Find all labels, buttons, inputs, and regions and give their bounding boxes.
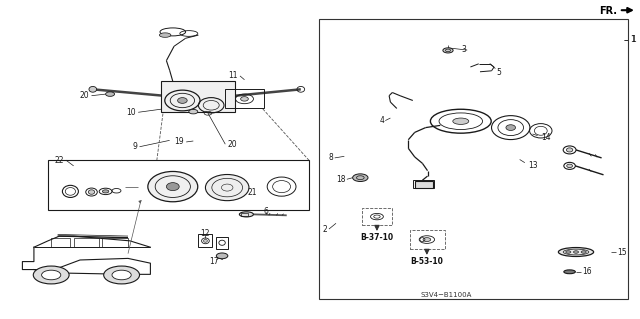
Bar — [362, 208, 392, 225]
Ellipse shape — [558, 248, 594, 256]
Text: 2: 2 — [323, 225, 328, 234]
Text: 15: 15 — [618, 248, 627, 256]
Circle shape — [566, 251, 571, 253]
Circle shape — [102, 190, 109, 193]
Text: 22: 22 — [54, 156, 64, 165]
Circle shape — [423, 238, 431, 241]
Ellipse shape — [241, 97, 248, 101]
Circle shape — [33, 266, 69, 284]
Text: 10: 10 — [127, 108, 136, 117]
Circle shape — [106, 92, 115, 96]
Text: 21: 21 — [247, 188, 257, 197]
Text: 4: 4 — [379, 116, 384, 125]
Text: 17: 17 — [209, 257, 220, 266]
Bar — [74, 238, 99, 247]
Ellipse shape — [166, 182, 179, 191]
Text: FR.: FR. — [599, 6, 617, 16]
Ellipse shape — [453, 118, 468, 124]
Bar — [225, 89, 264, 108]
Text: 20: 20 — [80, 91, 90, 100]
Text: 12: 12 — [201, 229, 210, 238]
Bar — [102, 238, 128, 247]
Bar — [161, 81, 235, 112]
Ellipse shape — [177, 98, 187, 103]
Bar — [319, 19, 628, 299]
Circle shape — [353, 174, 368, 182]
Bar — [410, 230, 445, 249]
Ellipse shape — [89, 86, 97, 92]
Text: 3: 3 — [461, 45, 466, 54]
Text: 5: 5 — [497, 68, 502, 77]
Bar — [51, 238, 70, 247]
Circle shape — [216, 253, 228, 259]
Text: 14: 14 — [541, 133, 550, 142]
Text: 19: 19 — [175, 137, 184, 146]
Text: 9: 9 — [132, 142, 138, 151]
Bar — [216, 237, 228, 249]
Circle shape — [112, 270, 131, 280]
Text: S3V4−B1100A: S3V4−B1100A — [420, 292, 472, 298]
Ellipse shape — [239, 212, 253, 217]
Text: 18: 18 — [336, 175, 346, 184]
Circle shape — [443, 48, 453, 53]
Bar — [48, 160, 309, 210]
Circle shape — [189, 109, 198, 114]
Bar — [413, 180, 434, 188]
Bar — [415, 181, 433, 188]
Ellipse shape — [566, 148, 573, 152]
Ellipse shape — [205, 174, 249, 201]
Circle shape — [573, 251, 579, 253]
Text: 1: 1 — [630, 35, 635, 44]
Text: 6: 6 — [263, 207, 268, 216]
Circle shape — [581, 251, 586, 253]
Ellipse shape — [148, 172, 198, 202]
Text: 20: 20 — [227, 140, 237, 149]
Text: 11: 11 — [228, 71, 238, 80]
Ellipse shape — [506, 125, 516, 130]
Text: 1: 1 — [631, 35, 636, 44]
Circle shape — [42, 270, 61, 280]
Ellipse shape — [159, 33, 171, 37]
Text: B-53-10: B-53-10 — [410, 257, 444, 266]
Ellipse shape — [567, 164, 573, 168]
Bar — [198, 234, 212, 247]
Ellipse shape — [204, 239, 207, 242]
Circle shape — [104, 266, 140, 284]
Text: 16: 16 — [582, 267, 592, 276]
Text: 8: 8 — [329, 153, 333, 162]
Text: B-37-10: B-37-10 — [360, 234, 394, 242]
Text: 13: 13 — [528, 161, 538, 170]
Bar — [241, 213, 248, 216]
Ellipse shape — [564, 270, 575, 274]
Ellipse shape — [88, 190, 95, 194]
